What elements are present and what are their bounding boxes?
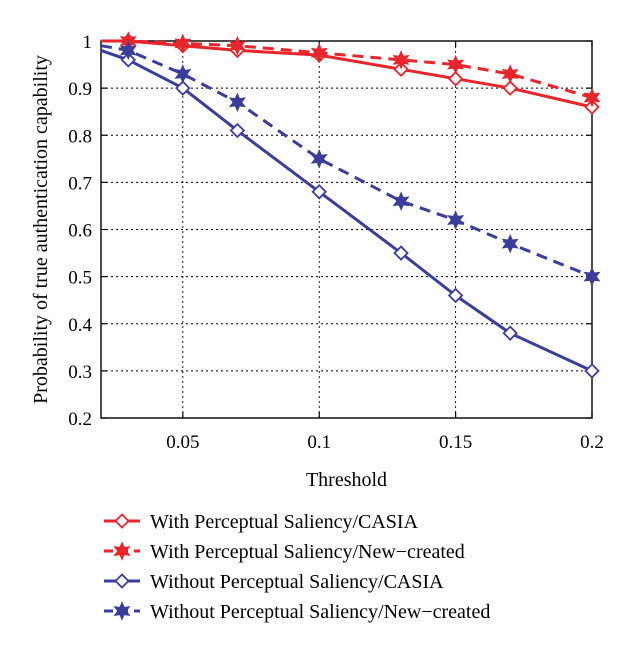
series-4 (100, 40, 601, 287)
data-point (228, 92, 246, 113)
data-point (583, 87, 601, 108)
series-line (100, 48, 593, 373)
x-axis-label: Threshold (306, 469, 387, 491)
x-tick-label: 0.05 (166, 432, 199, 453)
legend-label: With Perceptual Saliency/New−created (150, 541, 465, 563)
data-point (447, 54, 465, 75)
series-1 (101, 33, 600, 115)
data-point (174, 33, 192, 54)
data-point (447, 210, 465, 230)
legend-item: Without Perceptual Saliency/CASIA (104, 571, 444, 593)
legend-label: With Perceptual Saliency/CASIA (150, 511, 419, 533)
legend-marker (113, 541, 131, 561)
y-tick-label: 0.9 (68, 79, 92, 100)
legend-item: With Perceptual Saliency/CASIA (104, 511, 419, 533)
data-point (583, 266, 601, 287)
y-tick-label: 0.7 (68, 173, 92, 194)
data-point (501, 233, 519, 254)
data-point (119, 40, 137, 61)
series-line (101, 39, 593, 109)
data-point (392, 50, 410, 70)
data-point (175, 80, 191, 96)
y-tick-label: 0.4 (68, 315, 92, 336)
y-tick-label: 0.3 (68, 362, 92, 383)
x-tick-label: 0.1 (307, 432, 331, 453)
legend-marker (114, 513, 130, 529)
grid-layer (101, 41, 592, 418)
legend: With Perceptual Saliency/CASIA With Perce… (104, 511, 490, 623)
y-tick-label: 0.6 (68, 221, 92, 242)
legend-marker (114, 573, 130, 589)
data-point (501, 64, 519, 84)
y-tick-label: 0.8 (68, 126, 92, 147)
data-point (229, 122, 246, 139)
data-point (310, 43, 328, 63)
data-point (584, 363, 600, 379)
data-point (310, 149, 328, 169)
series-layer (100, 31, 601, 379)
data-point (228, 35, 246, 56)
legend-marker (113, 601, 131, 621)
series-3 (100, 48, 600, 379)
data-point (311, 184, 327, 200)
y-tick-label: 1 (83, 32, 93, 53)
legend-label: Without Perceptual Saliency/CASIA (150, 571, 444, 593)
x-tick-label: 0.15 (439, 432, 472, 453)
data-point (502, 80, 518, 96)
data-point (502, 325, 518, 341)
tick-layer: 0.2 0.3 0.4 0.5 0.6 0.7 0.8 0.9 1 0.05 0.1 0.15 0.2 (68, 32, 604, 453)
data-point (447, 287, 464, 304)
data-point (174, 64, 192, 84)
y-tick-label: 0.5 (68, 268, 92, 289)
y-tick-label: 0.2 (68, 409, 92, 430)
data-point (447, 70, 464, 87)
legend-item: With Perceptual Saliency/New−created (104, 541, 465, 563)
x-tick-label: 0.2 (580, 432, 604, 453)
y-axis-label: Probability of true authentication capab… (30, 55, 52, 404)
legend-item: Without Perceptual Saliency/New−created (104, 601, 490, 623)
legend-label: Without Perceptual Saliency/New−created (150, 601, 490, 623)
data-point (392, 191, 410, 211)
series-line (100, 44, 593, 278)
data-point (393, 245, 409, 261)
